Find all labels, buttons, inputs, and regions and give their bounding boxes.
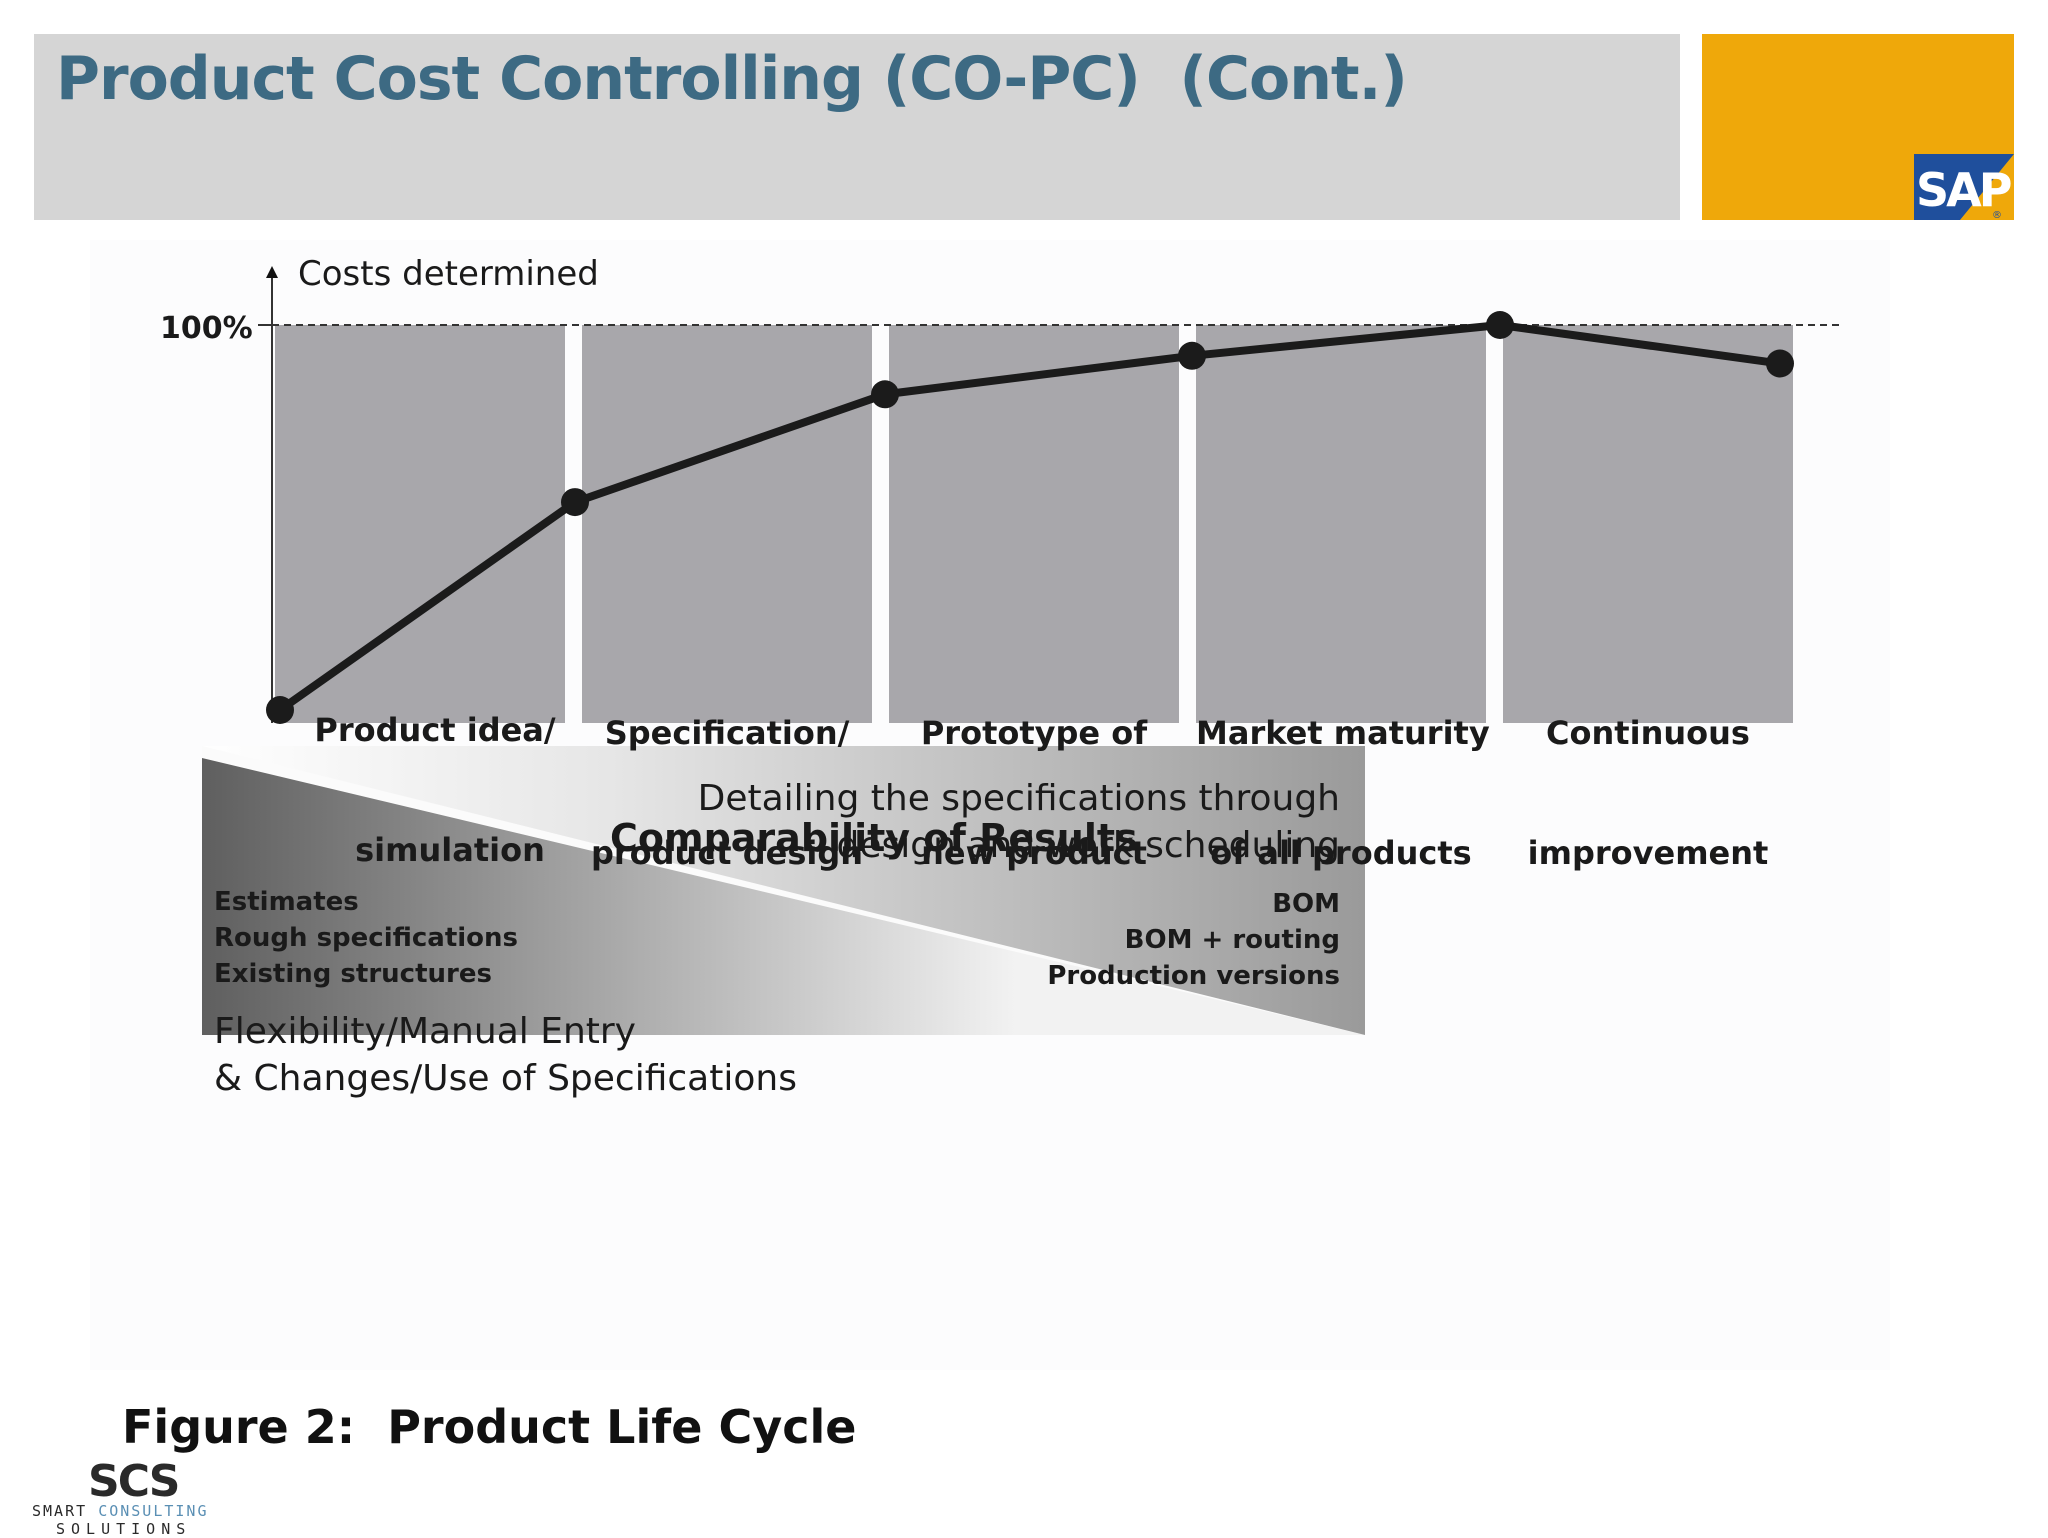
brand-block: SAP ®	[1702, 34, 2014, 220]
stage-label-5: Continuous improvement	[1503, 633, 1793, 953]
detailing-triangle	[202, 746, 1365, 1035]
stage-label-1: Product idea/ simulation	[275, 630, 565, 950]
sap-logo-text: SAP	[1916, 163, 2011, 217]
flexibility-heading-line1: Flexibility/Manual Entry	[214, 1011, 636, 1052]
title-bar: Product Cost Controlling (CO-PC) (Cont.)	[34, 34, 1680, 220]
detailing-heading-line1: Detailing the specifications through	[698, 778, 1340, 819]
y-axis-arrow	[266, 266, 278, 278]
scs-line1-b: CONSULTING	[98, 1502, 209, 1520]
cost-curve-point-5	[1486, 311, 1514, 339]
scs-line2: SOLUTIONS	[56, 1520, 192, 1538]
left-item-rough-specifications: Rough specifications	[214, 923, 518, 953]
product-life-cycle-figure: Costs determined 100% Detailing the spec…	[90, 240, 1890, 1370]
stage-column-2	[582, 325, 872, 723]
scs-logo: SCS SMART CONSULTING SOLUTIONS	[30, 1456, 270, 1538]
stage-label-2: Specification/ product design	[582, 633, 872, 953]
cost-curve-line	[277, 321, 1781, 714]
cost-curve-point-3	[871, 380, 899, 409]
stage-4-line1: Market maturity	[1196, 714, 1490, 752]
cost-curve-point-6	[1766, 349, 1794, 378]
right-item-bom-routing: BOM + routing	[1125, 925, 1340, 955]
flexibility-triangle	[202, 758, 1365, 1035]
cost-curve-point-2	[561, 488, 589, 517]
right-item-bom: BOM	[1272, 889, 1340, 919]
stage-3-line2: new product	[921, 834, 1147, 872]
left-item-estimates: Estimates	[214, 887, 359, 917]
stage-column-5	[1503, 325, 1793, 723]
detailing-heading-line2: design and work scheduling	[837, 825, 1340, 866]
stage-5-line1: Continuous	[1546, 714, 1750, 752]
cost-curve	[266, 311, 1794, 724]
right-item-production-versions: Production versions	[1047, 961, 1340, 991]
stage-1-line2: simulation	[355, 831, 545, 869]
figure-canvas: Costs determined 100% Detailing the spec…	[90, 240, 1890, 1370]
sap-logo: SAP ®	[1914, 154, 2014, 220]
stage-3-line1: Prototype of	[920, 714, 1148, 752]
stage-4-line2: of all products	[1210, 834, 1472, 872]
slide-title: Product Cost Controlling (CO-PC) (Cont.)	[56, 44, 1408, 114]
cost-curve-point-1	[266, 696, 294, 724]
y-axis-label: Costs determined	[298, 254, 599, 294]
stage-2-line2: product design	[590, 834, 864, 872]
stage-column-4	[1196, 325, 1486, 723]
svg-text:®: ®	[1992, 210, 2002, 220]
left-item-existing-structures: Existing structures	[214, 959, 492, 989]
figure-caption: Figure 2: Product Life Cycle	[122, 1400, 857, 1454]
flexibility-heading-line2: & Changes/Use of Specifications	[214, 1058, 797, 1099]
scs-logo-letters: SCS	[88, 1456, 180, 1507]
stage-label-4: Market maturity of all products	[1196, 633, 1490, 953]
cost-curve-point-4	[1178, 341, 1206, 370]
hundred-percent-label: 100%	[160, 311, 253, 346]
scs-line1-a: SMART	[32, 1502, 99, 1520]
stage-5-line2: improvement	[1527, 834, 1769, 872]
stage-column-1	[275, 325, 565, 723]
stage-1-line1: Product idea/	[314, 711, 556, 749]
scs-logo-subtitle: SMART CONSULTING SOLUTIONS	[32, 1502, 209, 1538]
stage-2-line1: Specification/	[604, 714, 850, 752]
stage-label-3: Prototype of new product	[889, 633, 1179, 953]
